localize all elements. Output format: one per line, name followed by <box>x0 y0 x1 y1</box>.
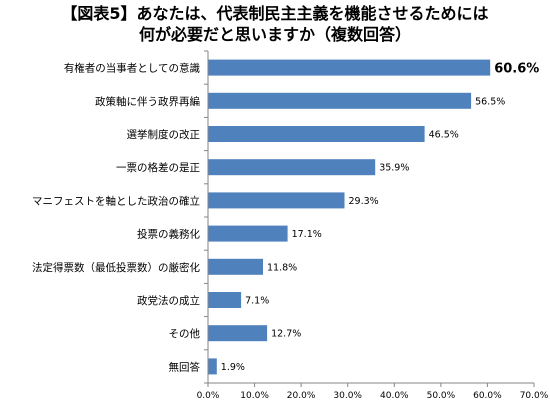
data-label-7: 7.1% <box>245 296 269 307</box>
data-label-5: 17.1% <box>292 229 322 240</box>
bar-5 <box>208 225 288 242</box>
bar-4 <box>208 192 345 209</box>
data-label-8: 12.7% <box>271 329 301 340</box>
category-label-3: 一票の格差の是正 <box>116 161 200 174</box>
data-label-6: 11.8% <box>267 262 297 273</box>
data-label-3: 35.9% <box>379 163 409 174</box>
category-label-9: 無回答 <box>169 360 201 373</box>
bar-1 <box>208 92 472 109</box>
bar-9 <box>208 358 217 375</box>
bar-7 <box>208 292 242 308</box>
bar-0 <box>208 59 491 76</box>
category-label-5: 投票の義務化 <box>137 228 200 241</box>
bar-6 <box>208 258 263 275</box>
data-label-2: 46.5% <box>429 130 459 141</box>
category-label-4: マニフェストを軸とした政治の確立 <box>32 194 200 207</box>
data-label-0: 60.6% <box>494 62 539 77</box>
bar-8 <box>208 325 268 342</box>
x-tick-label-7: 70.0% <box>520 391 549 400</box>
category-label-6: 法定得票数（最低投票数）の厳密化 <box>32 261 200 274</box>
category-label-2: 選挙制度の改正 <box>127 128 201 141</box>
category-label-8: その他 <box>169 327 201 340</box>
chart-title-line-2: 何が必要だと思いますか（複数回答） <box>138 25 411 44</box>
x-tick-label-0: 0.0% <box>197 391 220 400</box>
chart-title-line-1: 【図表5】あなたは、代表制民主主義を機能させるためには <box>61 4 489 23</box>
data-label-4: 29.3% <box>349 196 379 207</box>
bar-3 <box>208 159 376 176</box>
x-tick-label-6: 60.0% <box>473 391 502 400</box>
data-label-1: 56.5% <box>475 96 505 107</box>
category-label-1: 政策軸に伴う政界再編 <box>95 95 200 108</box>
x-tick-label-5: 50.0% <box>427 391 456 400</box>
x-tick-label-4: 40.0% <box>380 391 409 400</box>
data-label-9: 1.9% <box>221 362 245 373</box>
x-tick-label-1: 10.0% <box>240 391 269 400</box>
category-label-7: 政党法の成立 <box>137 294 200 307</box>
category-label-0: 有権者の当事者としての意識 <box>64 62 201 75</box>
x-tick-label-2: 20.0% <box>287 391 316 400</box>
x-tick-label-3: 30.0% <box>333 391 362 400</box>
bar-2 <box>208 126 425 142</box>
